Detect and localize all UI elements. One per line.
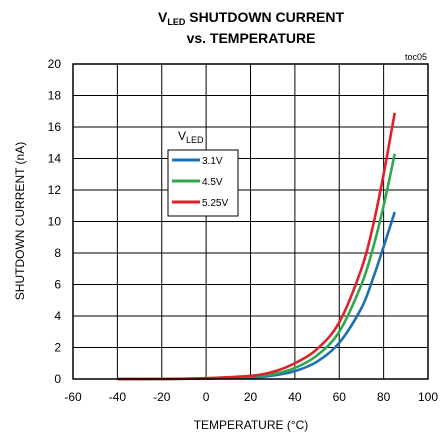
series-line-4.5V [117, 153, 396, 381]
y-tick-labels: 0 2 4 6 8 10 12 14 16 18 20 [48, 57, 62, 386]
y-tick-label: 4 [54, 309, 61, 323]
y-tick-label: 0 [54, 372, 61, 386]
x-tick-label: -20 [153, 390, 171, 404]
x-tick-label: 100 [418, 390, 438, 404]
y-tick-label: 16 [48, 120, 62, 134]
x-tick-label: 60 [333, 390, 347, 404]
y-tick-label: 12 [48, 183, 62, 197]
plot-frame [72, 63, 429, 380]
x-tick-label: -40 [109, 390, 127, 404]
x-tick-label: 40 [288, 390, 302, 404]
x-axis-label: TEMPERATURE (°C) [194, 418, 309, 432]
x-tick-label: 80 [377, 390, 391, 404]
chart-title-line1: VLED SHUTDOWN CURRENT [158, 9, 344, 27]
legend: VLED 3.1V 4.5V 5.25V [167, 129, 239, 217]
y-tick-label: 10 [48, 215, 62, 229]
series-line-3.1V [117, 211, 396, 381]
title-rest: SHUTDOWN CURRENT [185, 9, 344, 25]
y-tick-label: 2 [54, 341, 61, 355]
y-tick-label: 14 [48, 152, 62, 166]
series-line-5.25V [117, 112, 396, 381]
legend-label: 5.25V [202, 198, 228, 209]
x-tick-labels: -60 -40 -20 0 20 40 60 80 100 [64, 390, 438, 404]
y-tick-label: 6 [54, 278, 61, 292]
legend-label: 4.5V [202, 177, 223, 188]
x-tick-label: 20 [244, 390, 258, 404]
legend-title-v: V [178, 129, 186, 143]
x-tick-label: 0 [203, 390, 210, 404]
title-sub: LED [167, 17, 186, 27]
y-tick-label: 8 [54, 246, 61, 260]
legend-items: 3.1V 4.5V 5.25V [167, 149, 239, 217]
figure-id: toc05 [405, 52, 427, 62]
y-tick-label: 20 [48, 57, 62, 71]
legend-title: VLED [178, 129, 204, 145]
x-tick-label: -60 [64, 390, 82, 404]
y-tick-label: 18 [48, 89, 62, 103]
series-group [117, 112, 396, 381]
title-v: V [158, 9, 168, 25]
chart-title-line2: vs. TEMPERATURE [187, 30, 316, 46]
legend-label: 3.1V [202, 156, 223, 167]
y-axis-label: SHUTDOWN CURRENT (nA) [13, 142, 27, 300]
legend-title-sub: LED [186, 135, 204, 145]
